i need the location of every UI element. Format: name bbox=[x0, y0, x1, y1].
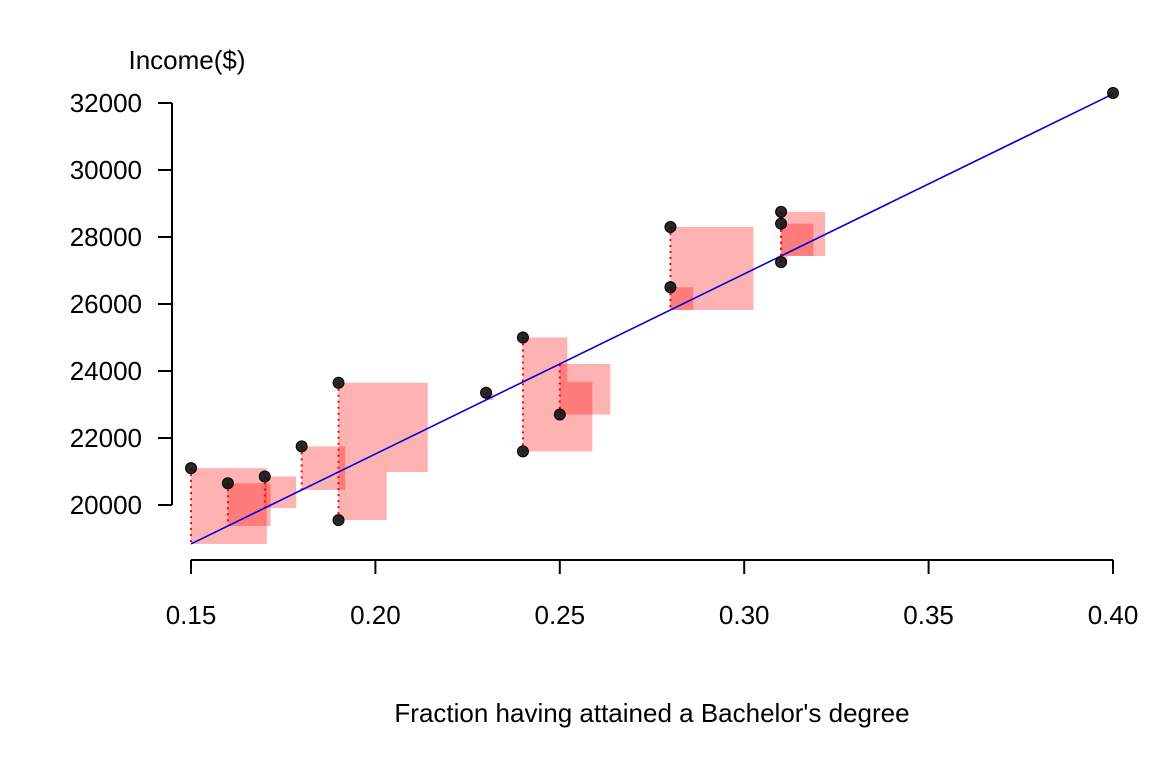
data-point bbox=[480, 386, 493, 399]
y-tick-label: 22000 bbox=[70, 423, 142, 453]
residual-square bbox=[227, 483, 271, 526]
data-point bbox=[775, 256, 788, 269]
data-point bbox=[332, 514, 345, 527]
residual-square bbox=[559, 363, 611, 415]
data-point bbox=[258, 470, 271, 483]
residual-square bbox=[670, 287, 694, 310]
data-point bbox=[185, 462, 197, 475]
y-tick-label: 20000 bbox=[70, 490, 142, 520]
regression-line bbox=[190, 93, 1114, 545]
y-tick-label: 26000 bbox=[70, 289, 142, 319]
data-point bbox=[553, 408, 566, 421]
data-point bbox=[332, 376, 345, 389]
data-point bbox=[1107, 86, 1119, 99]
residual-square bbox=[338, 471, 387, 521]
data-point bbox=[295, 440, 308, 453]
data-point bbox=[664, 281, 677, 294]
regression-line-group bbox=[190, 93, 1114, 545]
x-tick-label: 0.15 bbox=[166, 600, 217, 630]
x-axis: 0.15 0.20 0.25 0.30 0.35 0.40 bbox=[166, 559, 1139, 630]
data-point bbox=[516, 445, 529, 458]
residual-square bbox=[781, 211, 826, 256]
x-tick-label: 0.25 bbox=[534, 600, 585, 630]
residual-square bbox=[338, 382, 428, 472]
y-axis-label: Income($) bbox=[128, 45, 245, 75]
data-point bbox=[221, 477, 234, 490]
data-point bbox=[775, 205, 788, 218]
data-point bbox=[775, 217, 788, 230]
residual-square bbox=[522, 337, 568, 382]
y-tick-label: 24000 bbox=[70, 356, 142, 386]
x-tick-label: 0.30 bbox=[719, 600, 770, 630]
y-tick-label: 32000 bbox=[70, 88, 142, 118]
data-point bbox=[516, 331, 529, 344]
y-axis: 20000 22000 24000 26000 28000 30000 32000 bbox=[70, 88, 173, 520]
x-axis-label: Fraction having attained a Bachelor's de… bbox=[394, 698, 909, 728]
data-point bbox=[664, 220, 677, 233]
y-tick-label: 30000 bbox=[70, 155, 142, 185]
x-tick-label: 0.40 bbox=[1088, 600, 1139, 630]
residual-square bbox=[781, 223, 814, 256]
x-tick-label: 0.20 bbox=[350, 600, 401, 630]
data-points bbox=[185, 86, 1119, 527]
residual-square bbox=[264, 476, 297, 508]
x-tick-label: 0.35 bbox=[903, 600, 954, 630]
y-tick-label: 28000 bbox=[70, 222, 142, 252]
residual-square bbox=[670, 226, 754, 310]
